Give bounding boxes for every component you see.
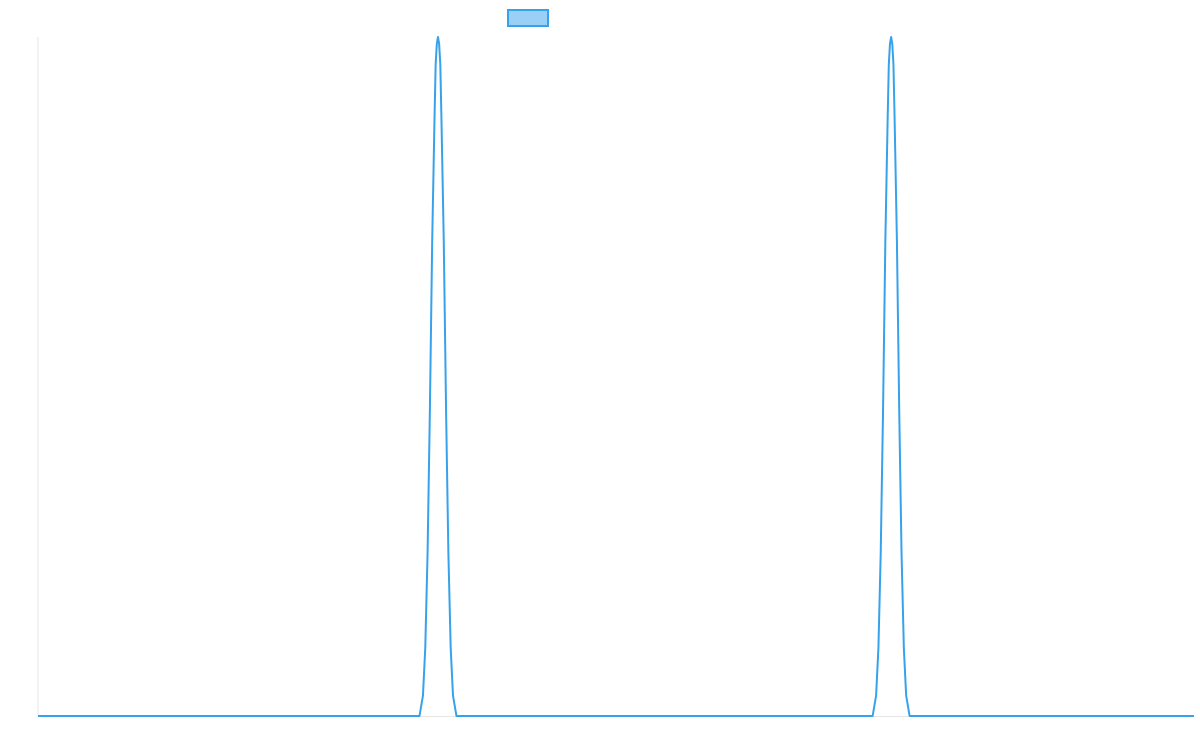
plot-area	[38, 36, 1194, 717]
axes	[37, 37, 1194, 717]
series-line	[38, 36, 1194, 717]
legend[interactable]	[507, 9, 549, 27]
legend-swatch[interactable]	[507, 9, 549, 27]
